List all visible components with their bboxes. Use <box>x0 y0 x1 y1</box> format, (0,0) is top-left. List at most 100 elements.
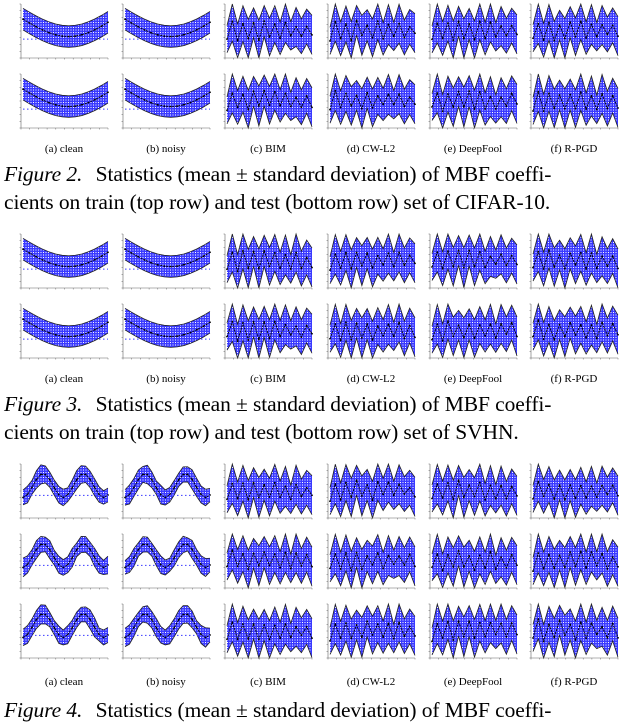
plot-panel <box>528 462 620 524</box>
mean-marker <box>414 495 416 498</box>
mean-marker <box>403 337 406 340</box>
mean-marker <box>462 37 465 40</box>
mean-marker <box>505 497 508 500</box>
mean-marker <box>558 554 561 557</box>
std-bound-line <box>532 36 619 60</box>
mean-marker <box>484 266 487 269</box>
mean-marker <box>403 493 406 495</box>
mean-marker <box>387 23 390 26</box>
mean-marker <box>574 107 577 110</box>
mean-marker <box>532 570 534 573</box>
mean-marker <box>447 553 449 556</box>
mean-marker <box>300 634 303 637</box>
mean-marker <box>345 23 347 25</box>
caption-text: Statistics (mean ± standard deviation) o… <box>95 162 552 186</box>
std-bound-line <box>124 464 211 491</box>
mean-marker <box>334 20 337 23</box>
std-band <box>227 74 312 128</box>
mean-marker <box>601 24 603 26</box>
mean-marker <box>579 484 582 487</box>
mean-marker <box>468 484 471 487</box>
mean-marker <box>61 35 64 38</box>
subfigure-label: (c) BIM <box>250 676 286 688</box>
mean-marker <box>268 496 271 498</box>
plot-panel <box>120 302 212 364</box>
mean-line <box>532 480 619 502</box>
mean-marker <box>62 496 65 499</box>
plot-svg <box>223 462 313 520</box>
mean-marker <box>133 486 135 489</box>
mean-marker <box>387 622 390 625</box>
std-bound-line <box>124 550 211 577</box>
std-band <box>23 604 108 646</box>
mean-marker <box>553 266 556 268</box>
mean-marker <box>137 478 140 481</box>
mean-marker <box>494 337 497 340</box>
mean-marker <box>360 34 363 37</box>
mean-marker <box>447 250 449 253</box>
std-band <box>23 238 108 278</box>
subfigure-label: (a) clean <box>44 676 84 688</box>
figure-label: Figure 4. <box>4 698 83 722</box>
plot-svg <box>326 232 416 290</box>
mean-marker <box>606 493 609 496</box>
mean-marker <box>431 106 433 108</box>
plot-panel <box>528 72 620 134</box>
plot-svg <box>121 3 211 60</box>
mean-marker <box>431 566 433 569</box>
mean-marker <box>452 566 455 568</box>
std-band <box>227 604 312 658</box>
mean-marker <box>247 498 250 501</box>
plot-panel <box>427 532 519 594</box>
subfigure-label: (f) R-PGD <box>550 373 598 385</box>
mean-marker <box>360 264 363 267</box>
mean-line <box>22 88 109 107</box>
mean-marker <box>35 548 38 551</box>
std-bound-line <box>329 462 416 488</box>
mean-marker <box>80 333 83 336</box>
mean-marker <box>447 320 449 322</box>
mean-marker <box>376 94 379 97</box>
mean-marker <box>71 626 74 629</box>
std-bound-line <box>532 232 619 256</box>
mean-marker <box>371 106 374 109</box>
mean-marker <box>28 252 31 254</box>
mean-marker <box>558 323 561 326</box>
mean-marker <box>257 638 260 641</box>
mean-marker <box>398 555 400 557</box>
mean-marker <box>548 323 550 326</box>
mean-marker <box>489 255 492 258</box>
mean-marker <box>74 105 77 107</box>
plot-svg <box>223 232 313 290</box>
mean-marker <box>462 635 465 638</box>
mean-marker <box>590 622 593 625</box>
subfigure-label: (c) BIM <box>250 373 286 385</box>
mean-marker <box>505 264 508 267</box>
mean-marker <box>414 32 416 35</box>
mean-marker <box>542 39 545 42</box>
mean-marker <box>468 323 471 326</box>
std-bound-line <box>329 565 416 590</box>
mean-marker <box>173 626 176 629</box>
mean-marker <box>457 20 460 23</box>
std-band <box>533 534 618 588</box>
mean-marker <box>457 90 460 93</box>
mean-marker <box>284 485 287 488</box>
mean-marker <box>41 259 44 261</box>
mean-marker <box>289 333 292 336</box>
mean-marker <box>585 37 588 39</box>
mean-marker <box>345 251 347 254</box>
mean-marker <box>94 28 96 31</box>
mean-marker <box>93 486 96 489</box>
mean-marker <box>273 252 276 254</box>
mean-marker <box>176 335 179 337</box>
mean-marker <box>516 263 518 266</box>
mean-marker <box>329 640 331 642</box>
mean-marker <box>408 96 411 99</box>
mean-marker <box>473 337 476 340</box>
std-band <box>330 234 415 288</box>
mean-marker <box>62 566 65 569</box>
mean-marker <box>468 23 471 25</box>
plot-panel <box>528 532 620 594</box>
mean-marker <box>611 622 614 625</box>
